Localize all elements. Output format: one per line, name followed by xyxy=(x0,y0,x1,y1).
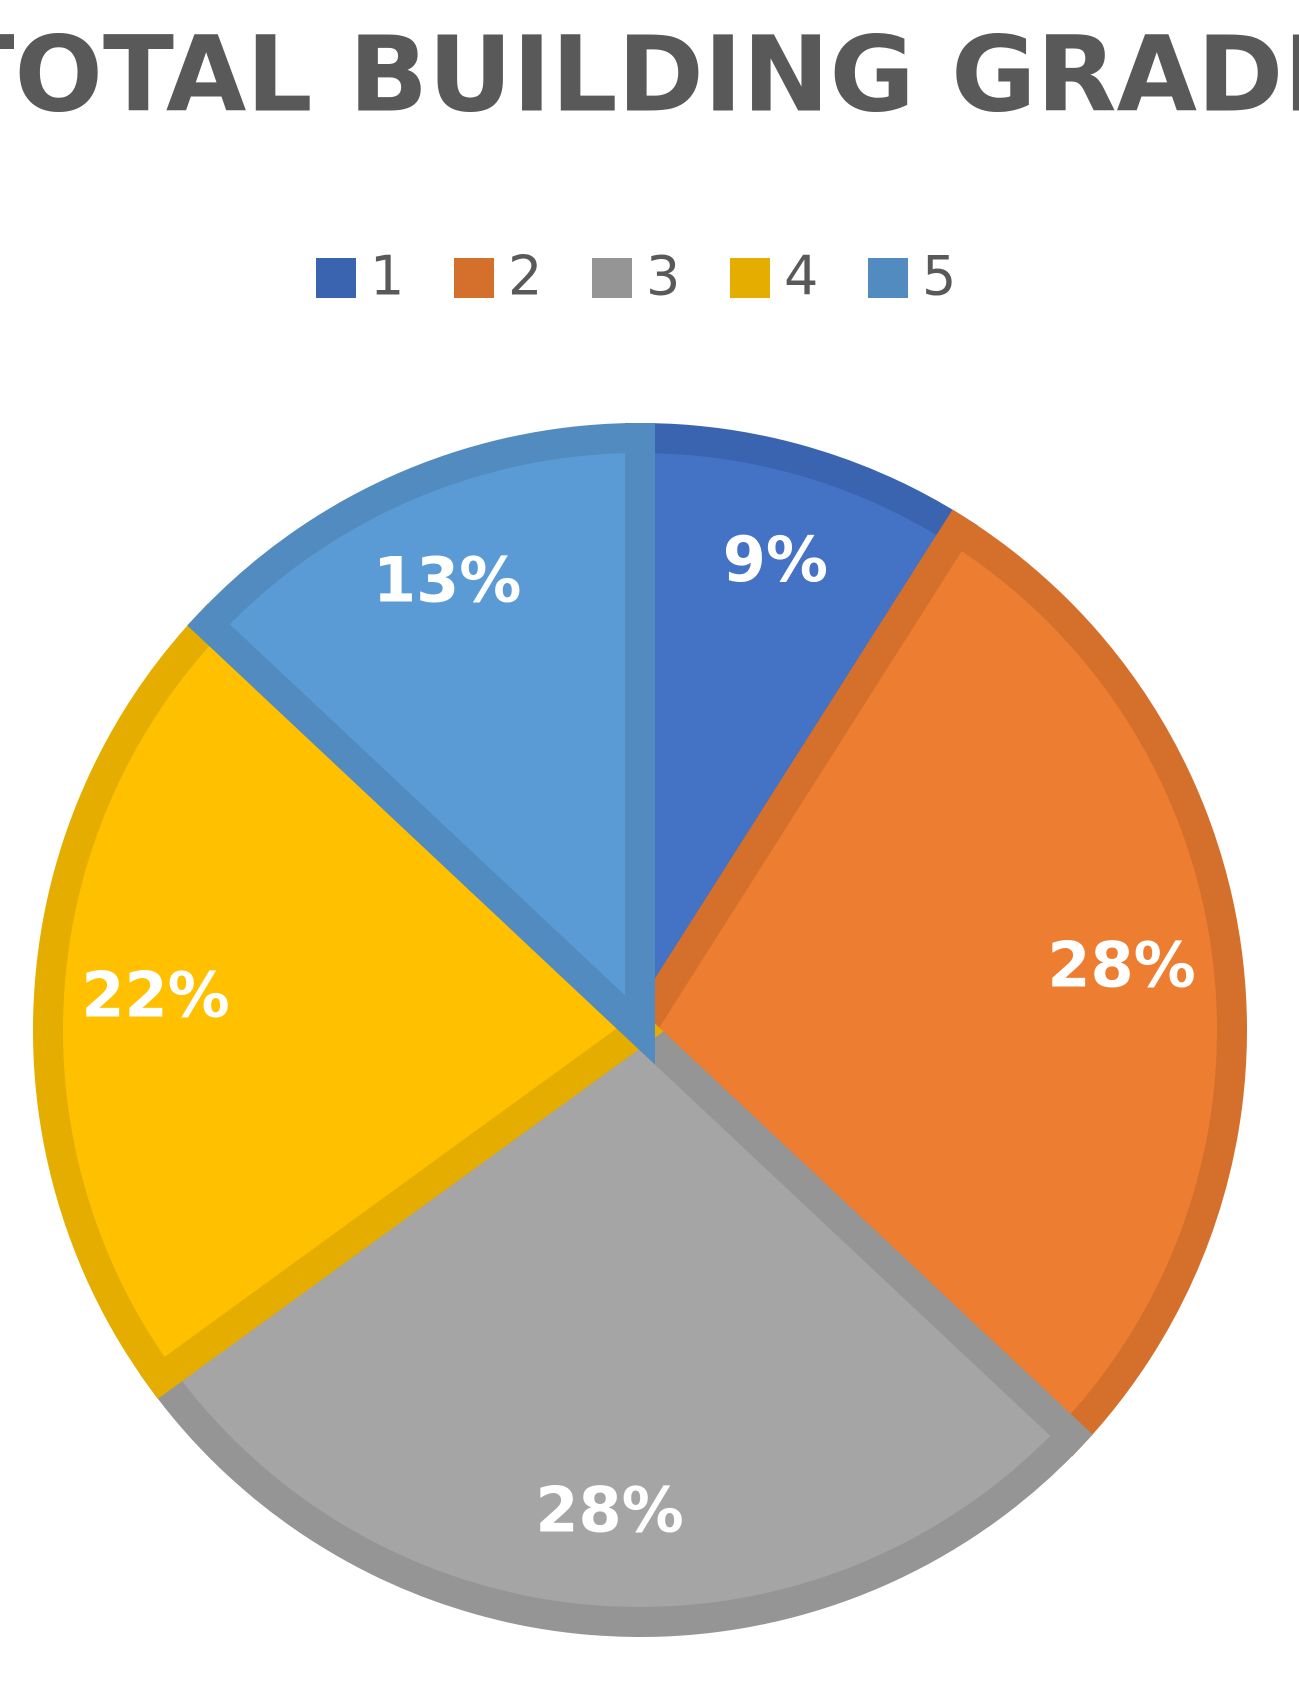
legend-label: 2 xyxy=(508,245,542,308)
data-label: 13% xyxy=(373,544,521,617)
legend-label: 3 xyxy=(646,245,680,308)
legend-label: 4 xyxy=(784,245,818,308)
legend-swatch xyxy=(316,258,356,298)
chart-title: TOTAL BUILDING GRADE xyxy=(0,13,1299,135)
data-label: 9% xyxy=(723,523,828,596)
pie-slice xyxy=(33,603,664,1399)
data-label: 22% xyxy=(81,959,229,1032)
legend-label: 1 xyxy=(370,245,404,308)
legend-swatch xyxy=(454,258,494,298)
data-label: 28% xyxy=(535,1474,683,1547)
legend-label: 5 xyxy=(922,245,956,308)
legend-swatch xyxy=(868,258,908,298)
pie-slice xyxy=(140,1010,1093,1637)
pie-slice xyxy=(187,422,655,1065)
pie-slice xyxy=(620,509,1247,1457)
data-label: 28% xyxy=(1047,928,1195,1001)
legend-swatch xyxy=(730,258,770,298)
legend-swatch xyxy=(592,258,632,298)
